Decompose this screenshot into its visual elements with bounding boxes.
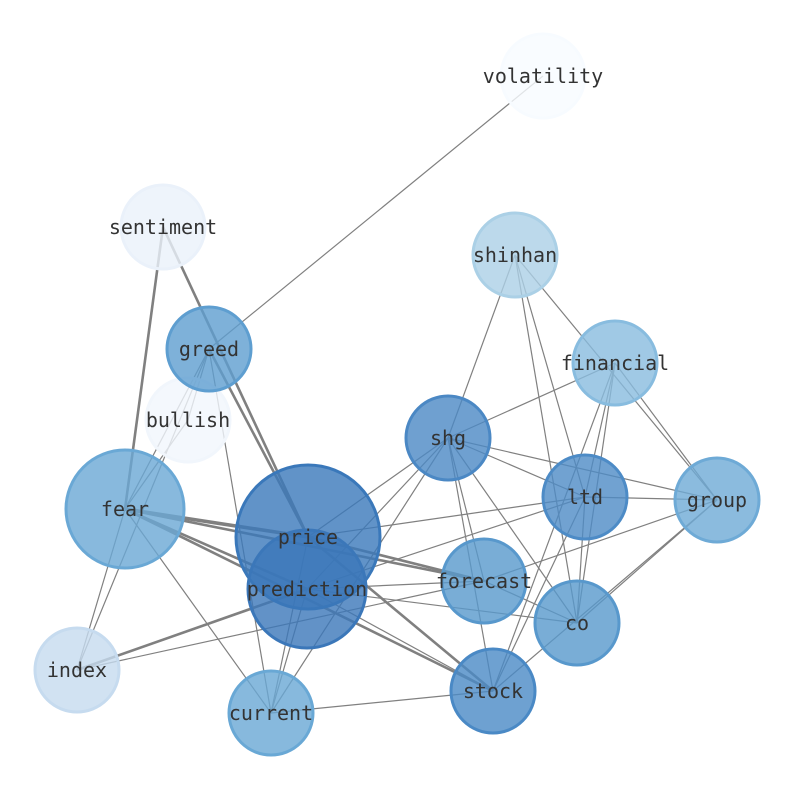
node-label-group: group bbox=[687, 488, 747, 512]
node-forecast[interactable] bbox=[440, 537, 528, 625]
node-index[interactable] bbox=[33, 626, 121, 714]
node-financial[interactable] bbox=[571, 319, 659, 407]
node-label-fear: fear bbox=[101, 497, 149, 521]
node-sentiment[interactable] bbox=[119, 183, 207, 271]
node-label-forecast: forecast bbox=[436, 569, 532, 593]
node-greed[interactable] bbox=[165, 305, 253, 393]
node-label-price: price bbox=[278, 525, 338, 549]
node-label-co: co bbox=[565, 611, 589, 635]
node-shinhan[interactable] bbox=[471, 211, 559, 299]
node-label-index: index bbox=[47, 658, 107, 682]
node-label-stock: stock bbox=[463, 679, 523, 703]
node-prediction[interactable] bbox=[246, 528, 368, 650]
node-label-shg: shg bbox=[430, 426, 466, 450]
node-label-current: current bbox=[229, 701, 313, 725]
node-fear[interactable] bbox=[64, 448, 186, 570]
nodes: volatility sentiment shinhan financial bulli… bbox=[33, 32, 761, 757]
node-co[interactable] bbox=[533, 579, 621, 667]
node-label-bullish: bullish bbox=[146, 408, 230, 432]
node-volatility[interactable] bbox=[499, 32, 587, 120]
node-stock[interactable] bbox=[449, 647, 537, 735]
node-label-sentiment: sentiment bbox=[109, 215, 217, 239]
node-ltd[interactable] bbox=[541, 453, 629, 541]
node-label-prediction: prediction bbox=[247, 577, 367, 601]
node-label-financial: financial bbox=[561, 351, 669, 375]
node-group[interactable] bbox=[673, 456, 761, 544]
edge-volatility-greed bbox=[208, 75, 544, 350]
node-label-shinhan: shinhan bbox=[473, 243, 557, 267]
node-label-volatility: volatility bbox=[483, 64, 603, 88]
node-current[interactable] bbox=[227, 669, 315, 757]
node-label-greed: greed bbox=[179, 337, 239, 361]
edge-shinhan-co bbox=[514, 254, 578, 624]
node-shg[interactable] bbox=[404, 394, 492, 482]
node-label-ltd: ltd bbox=[567, 485, 603, 509]
